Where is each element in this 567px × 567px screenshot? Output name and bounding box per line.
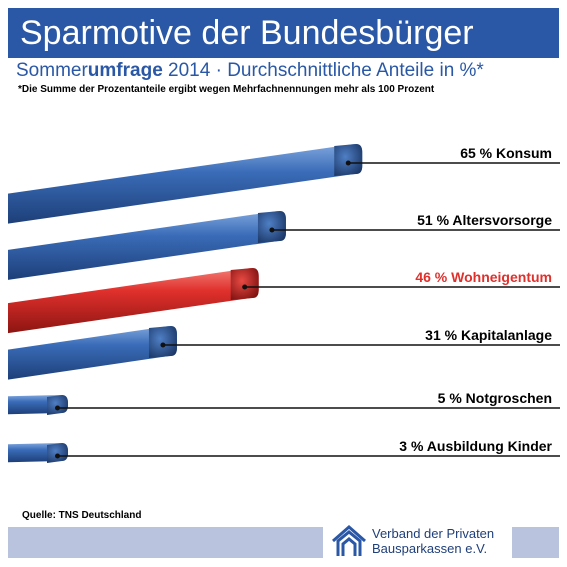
- bar-label: 65 % Konsum: [460, 145, 552, 161]
- bar-end-cap: [230, 268, 259, 300]
- bar-ausbildung-kinder: 3 % Ausbildung Kinder: [8, 438, 560, 463]
- bar-altersvorsorge: 51 % Altersvorsorge: [8, 211, 560, 280]
- bar-body: [8, 211, 286, 280]
- bar-label: 31 % Kapitalanlage: [425, 327, 552, 343]
- subtitle-bold: umfrage: [87, 60, 163, 81]
- leader-dot: [345, 160, 351, 166]
- subtitle-part2: 2014 · Durchschnittliche Anteile in %*: [162, 60, 484, 81]
- house-outline-icon: [332, 525, 366, 556]
- chart-subtitle: Sommerumfrage 2014 · Durchschnittliche A…: [16, 60, 484, 82]
- bar-end-cap: [148, 326, 177, 358]
- chart-footnote: *Die Summe der Prozentanteile ergibt weg…: [18, 84, 435, 95]
- logo-line1: Verband der Privaten: [372, 526, 495, 541]
- source-note: Quelle: TNS Deutschland: [22, 510, 142, 521]
- footer-band-right: [512, 527, 559, 558]
- subtitle-part1: Sommer: [16, 60, 88, 81]
- logo-line2: Bausparkassen e.V.: [372, 541, 488, 556]
- leader-dot: [242, 284, 248, 290]
- bar-end-cap: [47, 443, 68, 463]
- bar-label: 5 % Notgroschen: [438, 390, 552, 406]
- title-bar: Sparmotive der Bundesbürger: [8, 8, 559, 58]
- publisher-logo: Verband der Privaten Bausparkassen e.V.: [330, 524, 510, 560]
- bar-end-cap: [47, 395, 68, 415]
- bar-body: [8, 144, 363, 224]
- bar-label: 51 % Altersvorsorge: [417, 212, 552, 228]
- bar-kapitalanlage: 31 % Kapitalanlage: [8, 326, 560, 380]
- bar-label: 3 % Ausbildung Kinder: [399, 438, 552, 454]
- leader-dot: [160, 342, 166, 348]
- logo-text: Verband der Privaten Bausparkassen e.V.: [372, 526, 494, 556]
- bar-end-cap: [334, 144, 363, 176]
- bar-body: [8, 326, 177, 380]
- chart-title: Sparmotive der Bundesbürger: [20, 14, 474, 52]
- bar-label: 46 % Wohneigentum: [415, 269, 552, 285]
- bar-konsum: 65 % Konsum: [8, 144, 560, 224]
- leader-dot: [269, 227, 275, 233]
- leader-dot: [55, 405, 60, 411]
- bars-layer: 65 % Konsum 51 % Altersvorsorge 46 % Wohne…: [8, 144, 560, 463]
- footer-band-left: [8, 527, 323, 558]
- bar-body: [8, 268, 259, 334]
- bar-end-cap: [257, 211, 286, 243]
- bar-wohneigentum: 46 % Wohneigentum: [8, 268, 560, 334]
- leader-dot: [55, 453, 60, 459]
- bar-notgroschen: 5 % Notgroschen: [8, 390, 560, 415]
